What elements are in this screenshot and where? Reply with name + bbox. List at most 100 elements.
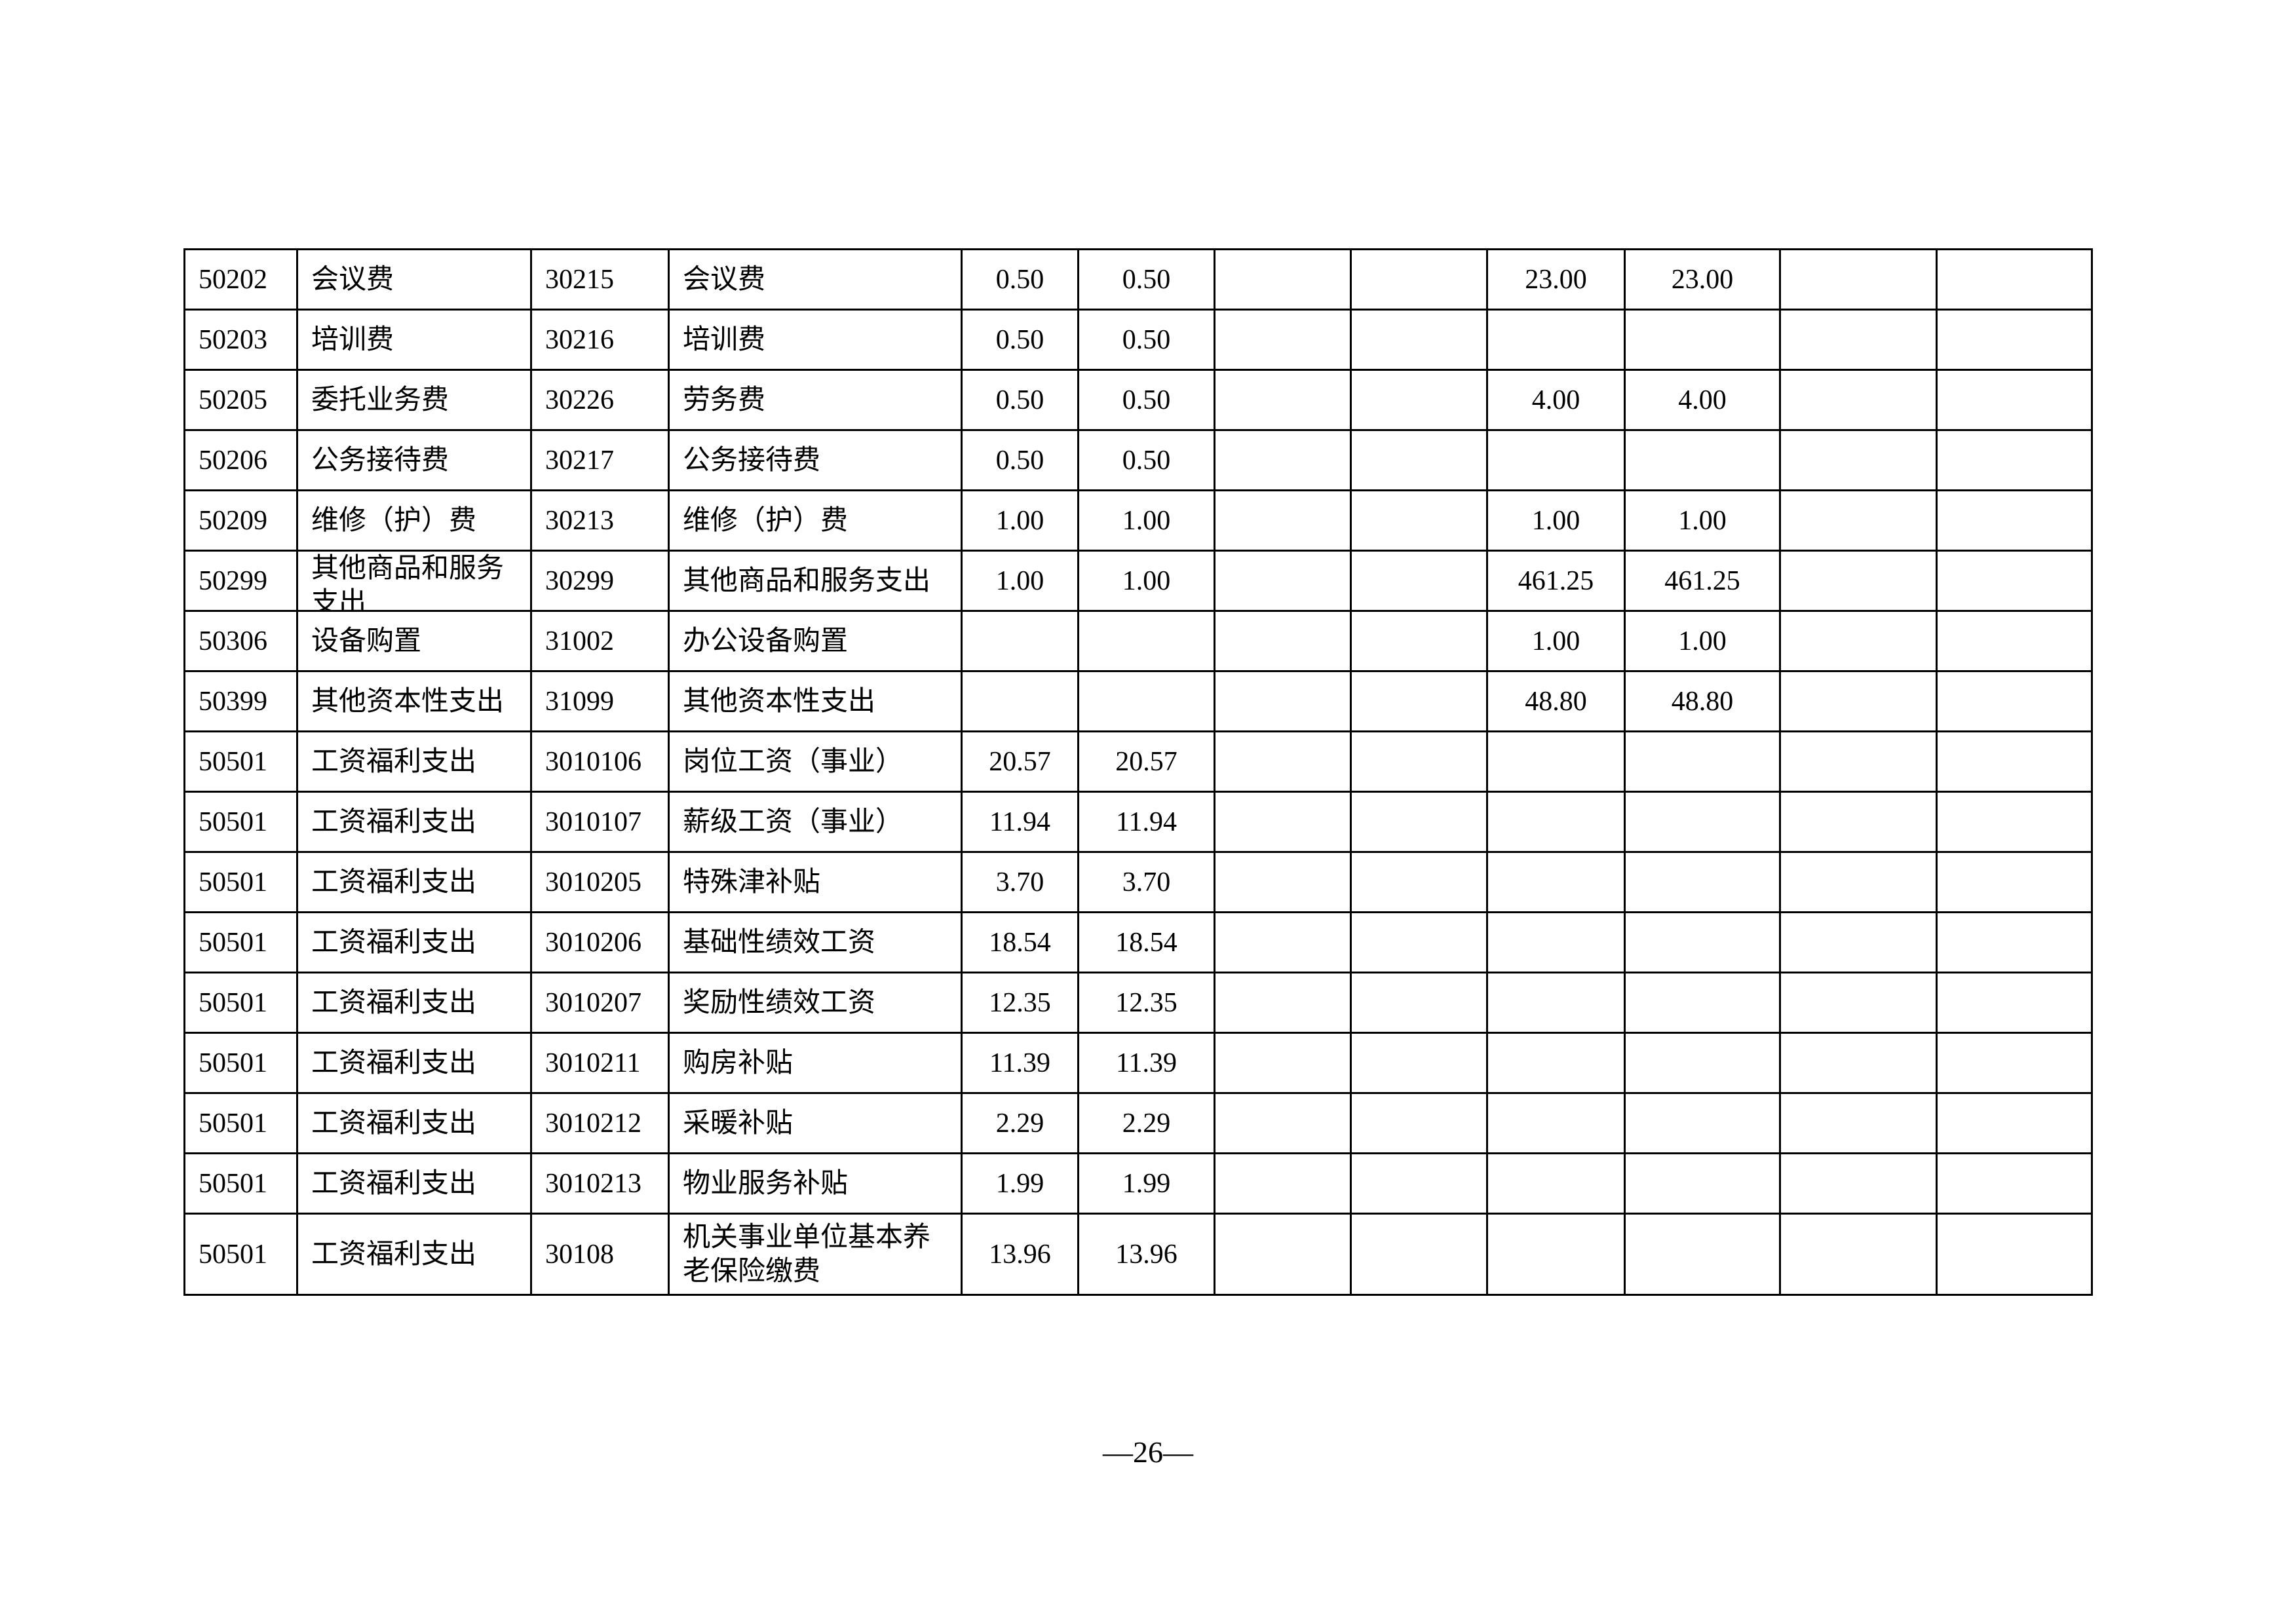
cell-text: 50209 <box>199 505 267 536</box>
cell-col-7 <box>1214 1213 1352 1296</box>
cell-text: 50306 <box>199 626 267 656</box>
cell-col-8 <box>1350 369 1488 431</box>
cell-project: 23.00 <box>1624 248 1781 311</box>
cell-project: 48.80 <box>1624 670 1781 732</box>
cell-text: 50205 <box>199 385 267 415</box>
cell-func-code: 50203 <box>183 309 298 371</box>
cell-text: 工资福利支出 <box>311 1108 477 1139</box>
cell-text: 工资福利支出 <box>311 1239 477 1270</box>
cell-col-11 <box>1779 851 1938 913</box>
cell-econ-code: 31099 <box>530 670 670 732</box>
cell-text: 1.99 <box>1122 1168 1171 1199</box>
cell-func-name: 培训费 <box>296 309 532 371</box>
cell-text: 工资福利支出 <box>311 987 477 1018</box>
cell-col-12 <box>1936 550 2093 612</box>
cell-text: 采暖补贴 <box>683 1108 794 1139</box>
cell-col-8 <box>1350 248 1488 311</box>
cell-project: 4.00 <box>1624 369 1781 431</box>
cell-col-8 <box>1350 730 1488 793</box>
cell-text: 50501 <box>199 1239 267 1270</box>
cell-col-8 <box>1350 791 1488 853</box>
cell-text: 50206 <box>199 445 267 476</box>
cell-text: 30226 <box>545 385 614 415</box>
cell-text: 薪级工资（事业） <box>683 806 904 837</box>
cell-basic: 0.50 <box>1077 248 1215 311</box>
cell-col-12 <box>1936 791 2093 853</box>
cell-econ-name: 办公设备购置 <box>668 610 963 672</box>
cell-project <box>1624 1213 1781 1296</box>
cell-col-12 <box>1936 730 2093 793</box>
cell-col-7 <box>1214 429 1352 491</box>
cell-col-8 <box>1350 550 1488 612</box>
cell-func-name: 工资福利支出 <box>296 1092 532 1154</box>
cell-basic: 3.70 <box>1077 851 1215 913</box>
cell-func-name: 工资福利支出 <box>296 1152 532 1215</box>
cell-col-7 <box>1214 248 1352 311</box>
cell-basic: 0.50 <box>1077 309 1215 371</box>
cell-project-total: 461.25 <box>1486 550 1626 612</box>
cell-text: 1.00 <box>1122 565 1171 596</box>
cell-text: 0.50 <box>995 445 1044 476</box>
cell-project <box>1624 309 1781 371</box>
cell-text: 3010205 <box>545 867 641 897</box>
cell-text: 11.94 <box>1116 806 1177 837</box>
cell-col-7 <box>1214 791 1352 853</box>
cell-econ-name: 其他商品和服务支出 <box>668 550 963 612</box>
cell-project <box>1624 429 1781 491</box>
cell-col-8 <box>1350 911 1488 973</box>
table-row: 50501 工资福利支出 3010207 奖励性绩效工资 12.35 12.35 <box>183 972 2093 1034</box>
cell-text: 工资福利支出 <box>311 867 477 897</box>
cell-econ-code: 3010212 <box>530 1092 670 1154</box>
cell-econ-name: 维修（护）费 <box>668 489 963 552</box>
cell-col-7 <box>1214 1032 1352 1094</box>
cell-func-name: 其他资本性支出 <box>296 670 532 732</box>
cell-text: 公务接待费 <box>683 445 821 476</box>
cell-text: 4.00 <box>1531 385 1580 415</box>
cell-econ-code: 31002 <box>530 610 670 672</box>
cell-text: 13.96 <box>1115 1239 1177 1270</box>
cell-text: 物业服务补贴 <box>683 1168 849 1199</box>
table-row: 50205 委托业务费 30226 劳务费 0.50 0.50 4.00 4.00 <box>183 369 2093 431</box>
cell-project: 1.00 <box>1624 489 1781 552</box>
cell-col-11 <box>1779 429 1938 491</box>
cell-text: 50501 <box>199 806 267 837</box>
cell-econ-code: 3010205 <box>530 851 670 913</box>
cell-text: 培训费 <box>311 324 394 355</box>
cell-col-12 <box>1936 610 2093 672</box>
cell-text: 会议费 <box>311 264 394 295</box>
cell-text: 30217 <box>545 445 614 476</box>
cell-total: 0.50 <box>961 248 1079 311</box>
cell-text: 0.50 <box>995 264 1044 295</box>
cell-col-8 <box>1350 851 1488 913</box>
cell-project-total <box>1486 1213 1626 1296</box>
table-row: 50501 工资福利支出 3010106 岗位工资（事业） 20.57 20.57 <box>183 730 2093 793</box>
cell-col-11 <box>1779 670 1938 732</box>
cell-col-11 <box>1779 1092 1938 1154</box>
cell-econ-name: 物业服务补贴 <box>668 1152 963 1215</box>
cell-econ-code: 3010107 <box>530 791 670 853</box>
cell-col-12 <box>1936 429 2093 491</box>
cell-col-12 <box>1936 1213 2093 1296</box>
cell-col-8 <box>1350 309 1488 371</box>
cell-text: 0.50 <box>1122 264 1171 295</box>
cell-text: 11.39 <box>989 1048 1050 1078</box>
cell-text: 4.00 <box>1678 385 1727 415</box>
cell-col-11 <box>1779 730 1938 793</box>
cell-func-code: 50209 <box>183 489 298 552</box>
cell-text: 12.35 <box>989 987 1051 1018</box>
cell-project-total: 1.00 <box>1486 610 1626 672</box>
cell-text: 12.35 <box>1115 987 1177 1018</box>
cell-col-8 <box>1350 1152 1488 1215</box>
cell-basic: 1.00 <box>1077 489 1215 552</box>
cell-basic: 1.99 <box>1077 1152 1215 1215</box>
cell-total: 1.00 <box>961 489 1079 552</box>
cell-text: 30108 <box>545 1239 614 1270</box>
cell-text: 工资福利支出 <box>311 1168 477 1199</box>
cell-total: 18.54 <box>961 911 1079 973</box>
cell-text: 50299 <box>199 565 267 596</box>
cell-func-code: 50501 <box>183 1092 298 1154</box>
cell-project <box>1624 1092 1781 1154</box>
cell-basic: 20.57 <box>1077 730 1215 793</box>
cell-func-code: 50205 <box>183 369 298 431</box>
cell-basic: 11.39 <box>1077 1032 1215 1094</box>
